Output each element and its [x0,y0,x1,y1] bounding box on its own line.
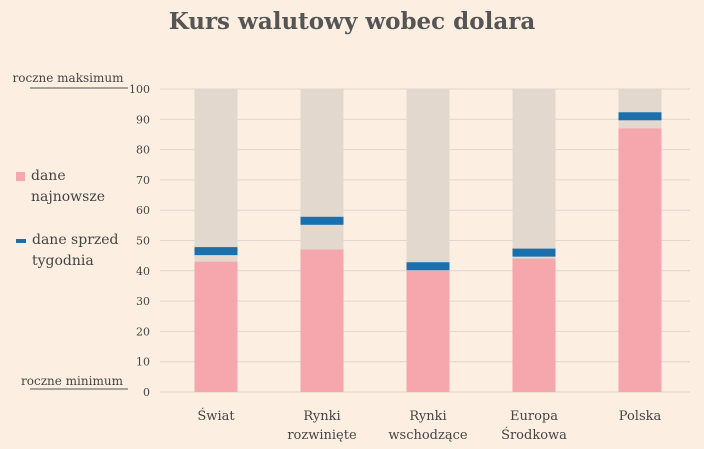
category-label: wschodzące [388,428,467,443]
legend-item-latest: dane najnowsze [16,166,131,208]
y-top-label: roczne maksimum [13,71,125,85]
y-tick-label: 80 [136,144,150,157]
y-tick-label: 0 [143,386,150,399]
y-tick-label: 90 [136,113,150,126]
y-tick-label: 10 [136,356,150,369]
latest-bar [406,270,450,392]
legend-label-week-ago: dane sprzed tygodnia [32,232,119,269]
category-label: Rynki [409,409,446,424]
y-tick-label: 40 [136,265,150,278]
category-label: rozwinięte [287,428,357,443]
category-label: Środkowa [501,426,567,443]
latest-bar [618,128,662,392]
week-ago-marker [300,216,344,225]
legend-swatch-week-ago [16,239,26,243]
y-tick-label: 20 [136,325,150,338]
week-ago-marker [406,262,450,271]
y-tick-label: 50 [136,235,150,248]
y-tick-label: 100 [129,83,150,96]
y-tick-label: 60 [136,204,150,217]
legend-label-latest: dane najnowsze [31,168,105,205]
legend-item-week-ago: dane sprzed tygodnia [16,230,132,272]
category-label: Świat [197,407,235,424]
y-bottom-label: roczne minimum [21,374,124,388]
latest-bar [512,258,556,392]
week-ago-marker [512,248,556,257]
chart-title: Kurs walutowy wobec dolara [168,8,536,35]
latest-bar [300,249,344,392]
week-ago-marker [194,247,238,256]
week-ago-marker [618,112,662,121]
latest-bar [194,261,238,392]
y-tick-label: 70 [136,174,150,187]
y-tick-label: 30 [136,295,150,308]
legend-swatch-latest [16,172,25,181]
category-label: Europa [510,409,558,424]
category-label: Rynki [303,409,340,424]
category-label: Polska [619,409,662,424]
